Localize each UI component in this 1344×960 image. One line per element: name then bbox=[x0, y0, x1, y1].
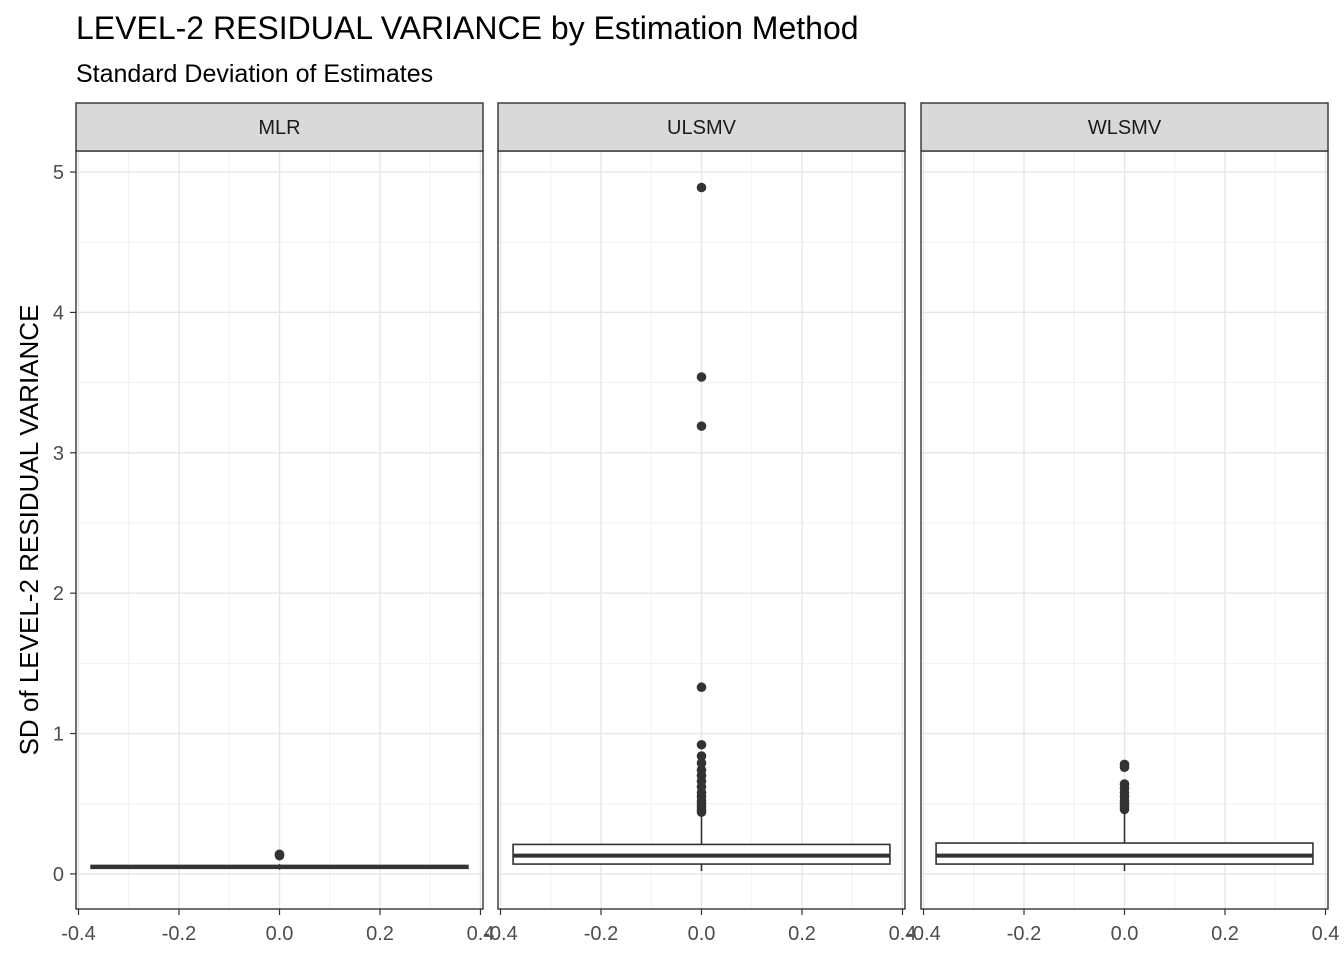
outlier-point-ulsmv bbox=[696, 751, 707, 761]
y-tick-label: 0 bbox=[53, 864, 64, 886]
outlier-point-ulsmv bbox=[696, 421, 707, 431]
outlier-point-mlr bbox=[274, 849, 285, 860]
x-tick-label: -0.4 bbox=[61, 923, 95, 945]
x-tick-label: 0.2 bbox=[788, 923, 816, 945]
x-tick-label: 0.2 bbox=[366, 923, 394, 945]
x-tick-label: -0.4 bbox=[906, 923, 940, 945]
strip-ulsmv bbox=[497, 102, 906, 152]
y-tick-label: 1 bbox=[53, 724, 64, 746]
x-tick-label: 0.0 bbox=[266, 923, 294, 945]
x-tick-label: -0.2 bbox=[1007, 923, 1041, 945]
outlier-point-ulsmv bbox=[696, 765, 707, 775]
box-wlsmv bbox=[935, 842, 1314, 865]
outlier-point-ulsmv bbox=[696, 372, 707, 382]
y-tick-label: 3 bbox=[53, 443, 64, 465]
chart-subtitle: Standard Deviation of Estimates bbox=[76, 60, 434, 88]
x-tick-label: 0.4 bbox=[889, 923, 917, 945]
x-tick-label: 0.4 bbox=[1312, 923, 1340, 945]
x-tick-label: 0.0 bbox=[688, 923, 716, 945]
x-tick-label: -0.4 bbox=[483, 923, 517, 945]
strip-mlr bbox=[75, 102, 484, 152]
strip-wlsmv bbox=[920, 102, 1329, 152]
x-tick-label: 0.4 bbox=[467, 923, 495, 945]
y-tick-label: 5 bbox=[53, 162, 64, 184]
outlier-point-ulsmv bbox=[696, 682, 707, 693]
y-tick-label: 2 bbox=[53, 583, 64, 605]
chart-title: LEVEL-2 RESIDUAL VARIANCE by Estimation … bbox=[76, 10, 859, 46]
y-tick-label: 4 bbox=[53, 302, 64, 324]
strip-label-ulsmv: ULSMV bbox=[667, 117, 737, 139]
x-tick-label: -0.2 bbox=[584, 923, 618, 945]
x-tick-label: 0.0 bbox=[1111, 923, 1139, 945]
outlier-point-ulsmv bbox=[696, 758, 707, 768]
strip-label-mlr: MLR bbox=[258, 117, 300, 139]
y-axis-title: SD of LEVEL-2 RESIDUAL VARIANCE bbox=[14, 305, 44, 756]
x-tick-label: 0.2 bbox=[1211, 923, 1239, 945]
outlier-point-wlsmv bbox=[1119, 759, 1130, 770]
strip-label-wlsmv: WLSMV bbox=[1088, 117, 1162, 139]
x-tick-label: -0.2 bbox=[162, 923, 196, 945]
outlier-point-ulsmv bbox=[696, 182, 707, 193]
outlier-point-wlsmv bbox=[1119, 779, 1130, 789]
outlier-point-ulsmv bbox=[696, 739, 707, 750]
